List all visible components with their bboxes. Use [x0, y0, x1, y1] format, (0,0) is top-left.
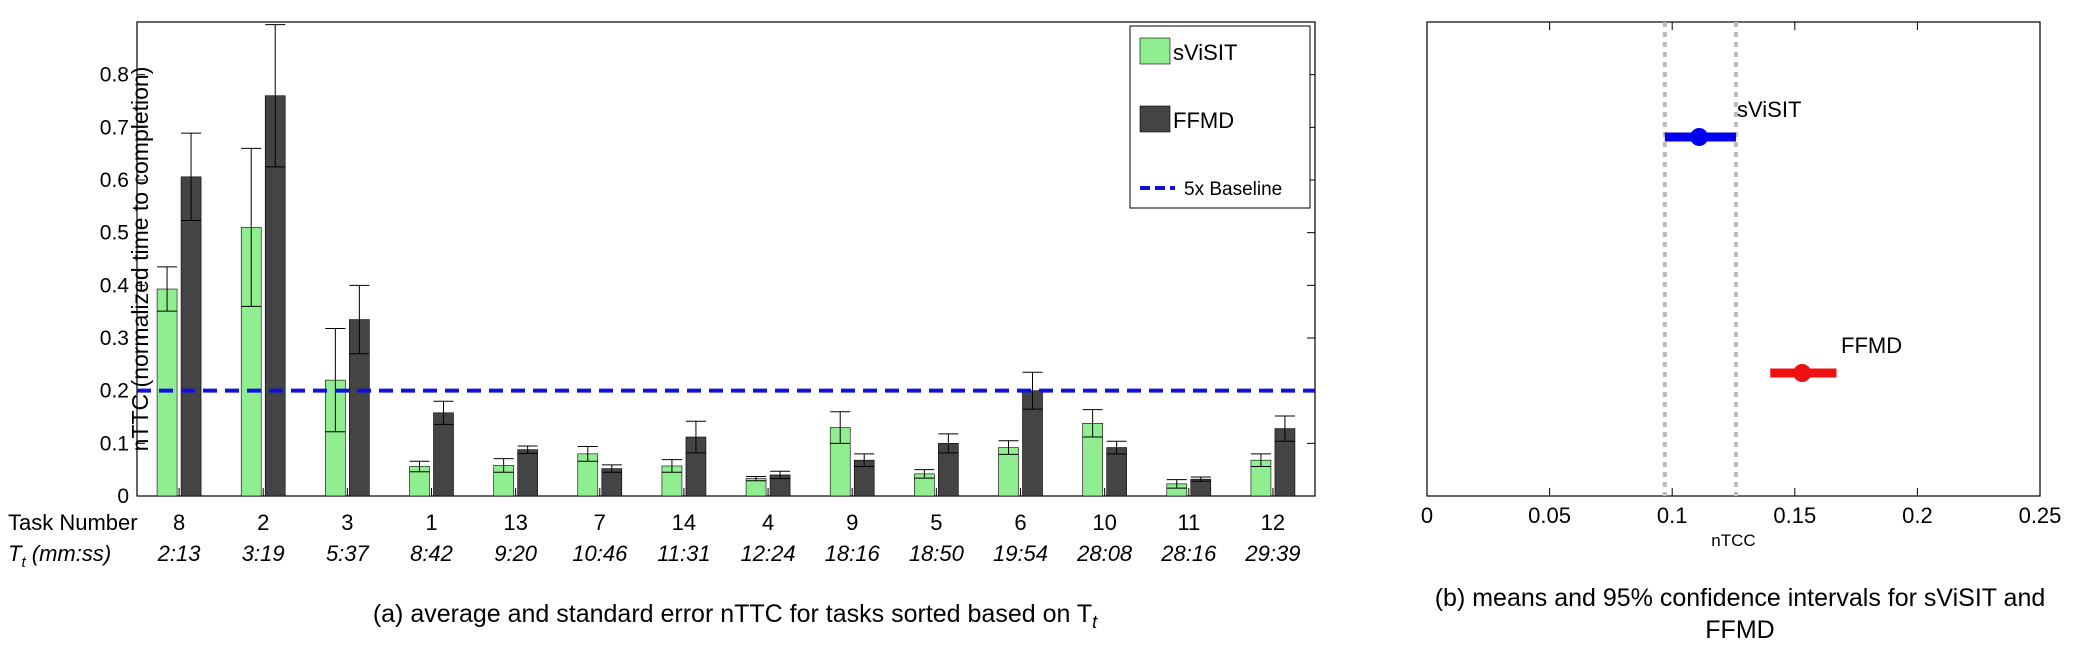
time-row-label-t: T — [8, 541, 23, 566]
task-time-label: 8:42 — [410, 541, 453, 566]
task-time-label: 29:39 — [1244, 541, 1300, 566]
x-tick-label-b: 0.1 — [1657, 503, 1688, 528]
mean-point — [1793, 364, 1812, 382]
x-tick-label-b: 0.05 — [1528, 503, 1571, 528]
task-number-row-label: Task Number — [8, 510, 138, 535]
time-row-label-unit: (mm:ss) — [26, 541, 112, 566]
y-tick-label: 0.1 — [100, 432, 129, 455]
task-time-label: 28:08 — [1076, 541, 1133, 566]
x-axis-label-b: nTCC — [1711, 531, 1755, 550]
task-time-label: 2:13 — [157, 541, 202, 566]
x-tick-label-b: 0 — [1421, 503, 1433, 528]
y-tick-label: 0.7 — [100, 116, 129, 139]
x-tick-label-b: 0.15 — [1773, 503, 1816, 528]
task-time-label: 9:20 — [494, 541, 538, 566]
task-number-label: 3 — [341, 510, 353, 535]
legend-label-baseline: 5x Baseline — [1184, 179, 1282, 200]
task-time-label: 28:16 — [1160, 541, 1217, 566]
task-time-label: 5:37 — [326, 541, 370, 566]
task-number-label: 9 — [846, 510, 858, 535]
caption-a-text: (a) average and standard error nTTC for … — [372, 600, 1093, 628]
series-label-svisit: sViSIT — [1737, 97, 1801, 122]
task-time-label: 3:19 — [242, 541, 285, 566]
x-tick-label-b: 0.2 — [1902, 503, 1933, 528]
task-number-label: 2 — [257, 510, 269, 535]
bar-ffmd — [433, 412, 454, 497]
task-number-label: 8 — [173, 510, 185, 535]
y-axis-label: nTTC (normalized time to completion) — [127, 67, 153, 452]
mean-point — [1690, 128, 1709, 146]
caption-a: (a) average and standard error nTTC for … — [150, 598, 1320, 638]
legend-label-ffmd: FFMD — [1173, 108, 1234, 133]
y-tick-label: 0.6 — [100, 169, 129, 192]
task-number-label: 4 — [762, 510, 774, 535]
task-number-label: 5 — [930, 510, 942, 535]
task-number-label: 11 — [1177, 510, 1200, 535]
task-number-label: 7 — [594, 510, 606, 535]
bar-svisit — [745, 478, 767, 497]
bar-ffmd — [180, 176, 202, 497]
task-number-label: 12 — [1261, 510, 1285, 535]
y-tick-label: 0.2 — [100, 380, 129, 403]
x-tick-label-b: 0.25 — [2019, 503, 2062, 528]
y-tick-label: 0.4 — [100, 274, 130, 297]
caption-b: (b) means and 95% confidence intervals f… — [1434, 584, 2046, 644]
y-tick-label: 0.3 — [100, 327, 129, 350]
bar-ffmd — [1106, 447, 1127, 497]
legend-swatch-svisit — [1139, 37, 1171, 65]
task-number-label: 10 — [1092, 510, 1116, 535]
series-label-ffmd: FFMD — [1841, 333, 1902, 358]
ci-plot-panel: 0 0.05 0.1 0.15 0.2 0.25 nTCC sViSIT FFMD — [1421, 21, 2062, 550]
caption-a-subscript: t — [1092, 612, 1098, 632]
y-tick-label: 0 — [117, 485, 129, 508]
time-row-label-sub: t — [21, 554, 26, 571]
task-time-label: 18:50 — [909, 541, 965, 566]
task-time-label: 19:54 — [993, 541, 1048, 566]
task-number-label: 1 — [425, 510, 437, 535]
y-tick-label: 0.8 — [100, 64, 129, 87]
task-time-label: 10:46 — [572, 541, 628, 566]
legend-swatch-ffmd — [1139, 105, 1171, 133]
plot-area-b — [1426, 21, 2041, 497]
task-number-label: 6 — [1014, 510, 1026, 535]
legend-a: sViSIT FFMD 5x Baseline — [1129, 25, 1311, 209]
task-time-label: 11:31 — [657, 541, 710, 566]
task-number-label: 13 — [503, 510, 527, 535]
y-tick-label: 0.5 — [100, 222, 129, 245]
legend-label-svisit: sViSIT — [1173, 40, 1237, 65]
time-row-label: Tt (mm:ss) — [8, 541, 111, 571]
bar-ffmd — [517, 449, 538, 497]
task-time-label: 18:16 — [825, 541, 881, 566]
task-time-label: 12:24 — [741, 541, 796, 566]
task-number-label: 14 — [672, 510, 696, 535]
